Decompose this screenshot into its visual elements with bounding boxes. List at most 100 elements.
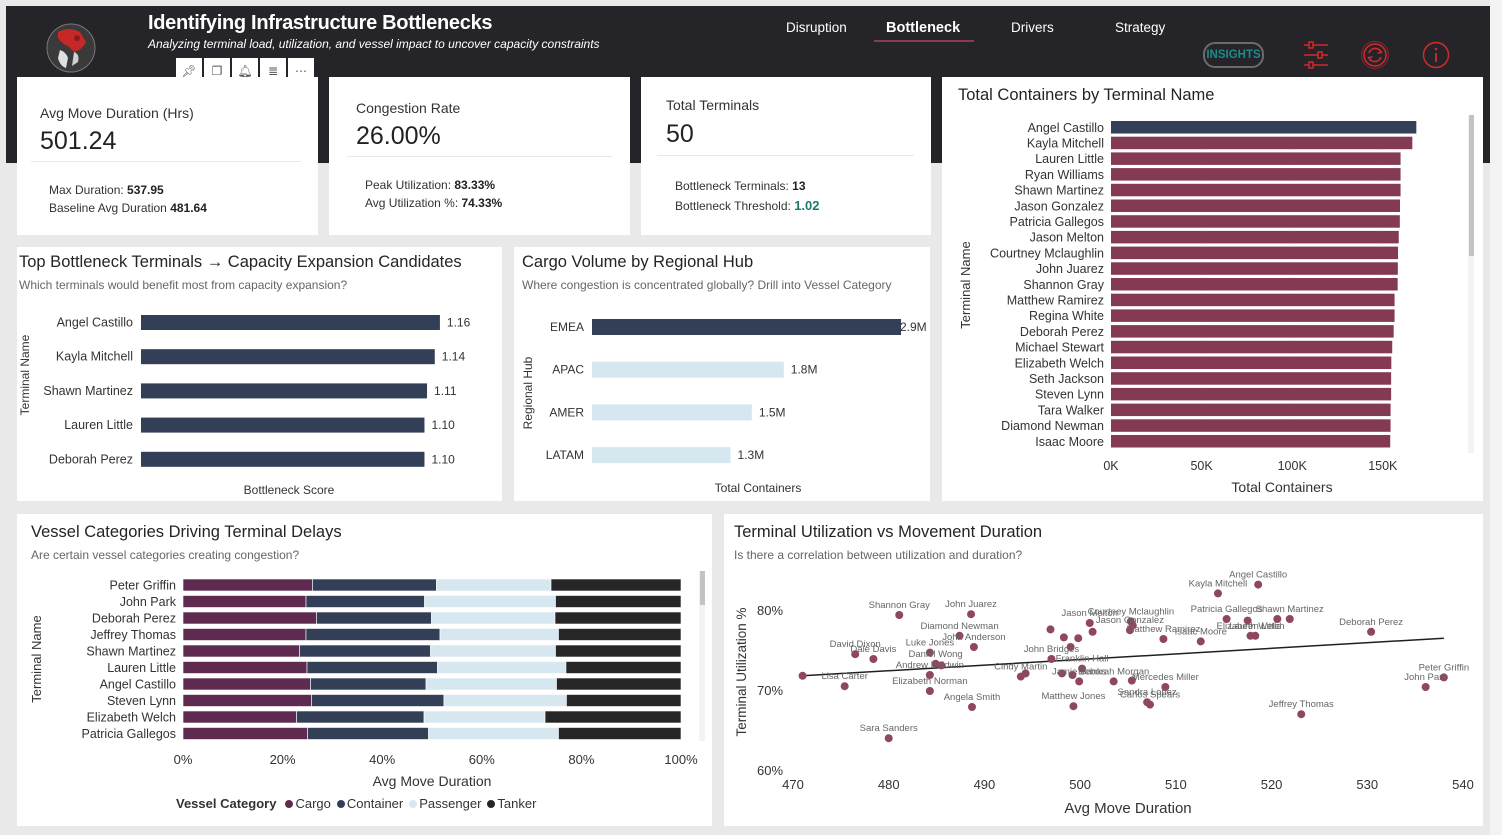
scatter-point[interactable]: [1297, 710, 1306, 719]
bottleneck-chart-card[interactable]: Top Bottleneck Terminals → Capacity Expa…: [17, 247, 502, 501]
bar[interactable]: [1111, 278, 1398, 291]
scatter-point[interactable]: [1146, 700, 1155, 709]
legend-item-passenger[interactable]: Passenger: [409, 796, 481, 811]
vessel-categories-chart-card[interactable]: Vessel Categories Driving Terminal Delay…: [17, 514, 712, 826]
scatter-point[interactable]: [851, 650, 860, 659]
scatter-point[interactable]: [1439, 673, 1448, 682]
scatter-point[interactable]: [925, 671, 934, 679]
stacked-bar-segment[interactable]: [182, 644, 300, 658]
scatter-point[interactable]: [937, 661, 946, 670]
tab-disruption[interactable]: Disruption: [786, 20, 847, 35]
stacked-bar-segment[interactable]: [305, 628, 441, 641]
scatter-point[interactable]: [1254, 580, 1263, 589]
scatter-point[interactable]: [1109, 677, 1118, 686]
stacked-bar-segment[interactable]: [182, 595, 307, 608]
scatter-point[interactable]: [925, 648, 934, 657]
bar[interactable]: [141, 349, 435, 365]
bar[interactable]: [1111, 403, 1391, 417]
bar[interactable]: [1111, 168, 1401, 181]
bar[interactable]: [141, 451, 425, 467]
filter-icon[interactable]: ≣: [260, 58, 286, 84]
legend-item-container[interactable]: Container: [336, 796, 403, 811]
bar[interactable]: [1111, 246, 1399, 260]
stacked-bar-segment[interactable]: [423, 710, 546, 724]
scatter-point[interactable]: [895, 611, 904, 619]
alert-bell-icon[interactable]: 🔔︎: [232, 58, 258, 84]
scatter-point[interactable]: [1075, 677, 1084, 686]
stacked-bar-segment[interactable]: [182, 694, 312, 707]
bar[interactable]: [1111, 199, 1401, 213]
scatter-point[interactable]: [1074, 634, 1083, 643]
stacked-bar-segment[interactable]: [182, 710, 297, 724]
stacked-bar-segment[interactable]: [443, 694, 567, 707]
tab-bottleneck[interactable]: Bottleneck: [886, 20, 961, 36]
stacked-bar-segment[interactable]: [182, 611, 317, 625]
cargo-volume-chart-card[interactable]: Cargo Volume by Regional Hub Where conge…: [514, 247, 930, 501]
kpi-card-total-terminals[interactable]: Total Terminals 50 Bottleneck Terminals:…: [641, 77, 931, 235]
scatter-point[interactable]: [869, 655, 878, 663]
stacked-bar-segment[interactable]: [428, 727, 559, 740]
bar[interactable]: [141, 315, 440, 330]
scatter-point[interactable]: [1088, 627, 1097, 636]
scatter-point[interactable]: [1021, 669, 1030, 678]
kpi-card-avg-move-duration[interactable]: Avg Move Duration (Hrs) 501.24 Max Durat…: [17, 77, 318, 235]
bar[interactable]: [1111, 387, 1392, 401]
scatter-point[interactable]: [1213, 589, 1222, 598]
stacked-bar-segment[interactable]: [544, 710, 682, 724]
stacked-bar-segment[interactable]: [182, 727, 308, 740]
stacked-bar-segment[interactable]: [558, 727, 682, 740]
bar[interactable]: [1111, 356, 1392, 370]
bar[interactable]: [1111, 152, 1401, 165]
scatter-point[interactable]: [1159, 635, 1168, 643]
bar[interactable]: [1111, 230, 1399, 244]
bar[interactable]: [1111, 325, 1394, 338]
tab-strategy[interactable]: Strategy: [1115, 20, 1166, 35]
total-containers-chart-card[interactable]: Total Containers by Terminal Name 0K 50K 1…: [942, 77, 1483, 501]
stacked-bar-segment[interactable]: [436, 578, 552, 592]
more-options-icon[interactable]: ⋯: [288, 58, 314, 84]
bar[interactable]: [1111, 419, 1391, 432]
chart-scrollbar[interactable]: [1468, 115, 1474, 453]
stacked-bar-segment[interactable]: [310, 677, 427, 691]
scatter-point[interactable]: [1078, 664, 1087, 673]
copy-icon[interactable]: ❐: [204, 58, 230, 84]
bar[interactable]: [1111, 435, 1391, 448]
utilization-scatter-card[interactable]: Terminal Utilization vs Movement Duratio…: [724, 514, 1483, 826]
bar[interactable]: [141, 417, 425, 433]
stacked-bar-segment[interactable]: [555, 644, 682, 658]
bar[interactable]: [1111, 136, 1413, 150]
scatter-point[interactable]: [967, 703, 976, 711]
refresh-icon[interactable]: [1360, 40, 1390, 70]
bar[interactable]: [141, 383, 428, 399]
pin-icon[interactable]: 📌︎: [176, 58, 202, 84]
bar[interactable]: [1111, 293, 1395, 307]
stacked-bar-segment[interactable]: [306, 661, 438, 674]
stacked-bar-segment[interactable]: [550, 578, 682, 592]
stacked-bar-segment[interactable]: [566, 694, 682, 707]
scatter-point[interactable]: [1066, 643, 1075, 651]
tab-drivers[interactable]: Drivers: [1011, 20, 1054, 35]
scatter-point[interactable]: [1085, 619, 1094, 627]
scatter-point[interactable]: [1125, 626, 1134, 635]
scatter-point[interactable]: [955, 631, 964, 640]
stacked-bar-segment[interactable]: [311, 694, 445, 707]
scatter-point[interactable]: [1069, 702, 1078, 711]
scatter-point[interactable]: [1222, 615, 1231, 623]
stacked-bar-segment[interactable]: [555, 595, 682, 608]
scatter-point[interactable]: [840, 682, 849, 691]
stacked-bar-segment[interactable]: [565, 661, 682, 674]
bar[interactable]: [1111, 340, 1393, 354]
stacked-bar-segment[interactable]: [312, 578, 437, 592]
stacked-bar-segment[interactable]: [430, 644, 556, 658]
insights-button[interactable]: INSIGHTS: [1203, 42, 1264, 68]
stacked-bar-segment[interactable]: [182, 628, 307, 641]
bar[interactable]: [1111, 372, 1392, 385]
scatter-point[interactable]: [1161, 683, 1170, 691]
legend-item-tanker[interactable]: Tanker: [487, 796, 536, 811]
stacked-bar-segment[interactable]: [424, 595, 556, 608]
stacked-bar-segment[interactable]: [556, 677, 682, 691]
stacked-bar-segment[interactable]: [316, 611, 432, 625]
scatter-point[interactable]: [1246, 631, 1255, 640]
scatter-point[interactable]: [1059, 633, 1068, 642]
stacked-bar-segment[interactable]: [431, 611, 556, 625]
